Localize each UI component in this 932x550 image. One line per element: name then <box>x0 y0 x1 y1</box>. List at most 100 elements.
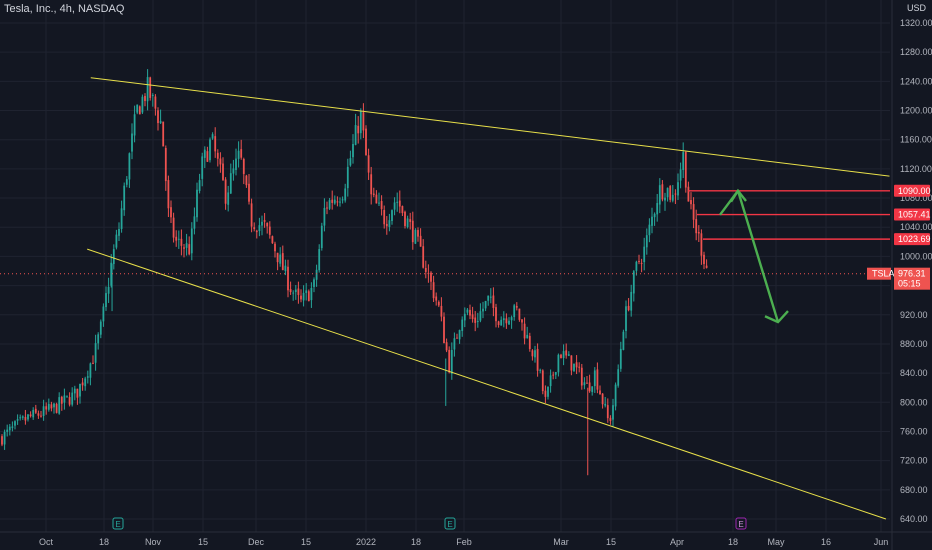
candle-body <box>606 405 609 419</box>
candle-body <box>94 343 97 363</box>
candle-body <box>201 156 204 179</box>
candle-body <box>336 201 339 203</box>
y-tick-label: 680.00 <box>900 485 928 495</box>
candle-body <box>513 305 516 318</box>
candle-body <box>599 390 601 395</box>
candle-body <box>21 416 24 418</box>
last-price-tag <box>894 267 930 290</box>
candles <box>1 69 708 476</box>
candle-body <box>531 350 534 357</box>
candle-body <box>248 183 250 202</box>
candle-body <box>180 238 183 246</box>
candle-body <box>640 262 643 264</box>
candle-body <box>167 180 170 209</box>
price-level-tag <box>894 233 930 246</box>
candle-body <box>193 216 196 229</box>
candle-body <box>578 366 581 368</box>
candle-body <box>601 393 604 405</box>
candle-body <box>539 369 542 371</box>
candle-body <box>372 193 375 195</box>
candle-body <box>586 382 588 384</box>
candle-body <box>307 291 310 302</box>
candle-body <box>549 375 552 387</box>
candle-body <box>378 202 380 204</box>
candle-body <box>131 133 133 152</box>
candle-body <box>237 150 240 159</box>
candle-body <box>515 306 518 308</box>
candle-body <box>266 222 269 227</box>
candle-body <box>414 229 417 244</box>
candle-body <box>474 317 477 323</box>
candle-body <box>656 203 659 215</box>
x-tick-label: Apr <box>670 537 684 547</box>
candle-body <box>653 213 656 218</box>
candle-body <box>461 319 464 332</box>
candle-body <box>547 386 549 397</box>
candle-body <box>297 288 300 295</box>
candle-body <box>183 247 185 249</box>
candle-body <box>313 279 315 287</box>
candle-body <box>24 416 27 421</box>
candle-body <box>609 417 612 421</box>
candle-body <box>664 197 666 201</box>
candle-body <box>315 269 318 280</box>
candle-body <box>580 367 583 386</box>
candle-body <box>3 431 6 445</box>
candle-body <box>456 337 458 339</box>
candle-body <box>27 414 29 420</box>
candle-body <box>344 188 347 201</box>
candle-body <box>521 319 523 323</box>
y-tick-label: 800.00 <box>900 397 928 407</box>
countdown-value: 05:15 <box>898 279 921 289</box>
price-level-label: 1090.00 <box>898 186 931 196</box>
candle-body <box>11 426 14 428</box>
candle-body <box>648 224 651 236</box>
candle-body <box>419 235 422 247</box>
candle-body <box>575 362 578 368</box>
candle-body <box>409 219 412 222</box>
candle-body <box>89 363 92 378</box>
ticker-symbol: TSLA <box>872 269 895 279</box>
candle-body <box>16 419 19 421</box>
candle-body <box>484 300 487 309</box>
candle-body <box>630 291 633 311</box>
candle-body <box>536 348 539 371</box>
candle-body <box>162 121 165 147</box>
candle-body <box>274 243 276 252</box>
candle-body <box>305 290 308 293</box>
candle-body <box>651 216 653 226</box>
candle-body <box>185 243 188 248</box>
candle-body <box>300 295 302 300</box>
candle-body <box>406 218 409 228</box>
event-marker-label: E <box>738 520 743 529</box>
candle-body <box>222 163 224 180</box>
candle-body <box>157 110 159 124</box>
candle-body <box>482 308 484 312</box>
candle-body <box>534 350 536 358</box>
candle-body <box>107 286 110 294</box>
arrowhead-up <box>729 188 747 203</box>
candle-body <box>110 262 113 286</box>
x-tick-label: May <box>767 537 785 547</box>
candle-body <box>692 204 695 220</box>
candle-body <box>14 421 16 426</box>
candle-body <box>331 199 334 203</box>
candle-body <box>567 354 570 356</box>
candle-body <box>172 217 175 238</box>
candle-body <box>432 282 435 299</box>
candle-body <box>471 314 474 320</box>
price-level-label: 1023.69 <box>898 234 931 244</box>
candle-body <box>276 252 279 263</box>
candle-body <box>492 295 495 308</box>
candle-body <box>705 265 708 268</box>
candle-body <box>489 296 492 298</box>
candle-body <box>128 153 131 180</box>
candle-body <box>677 182 679 196</box>
candle-body <box>671 194 674 201</box>
candle-body <box>552 374 555 376</box>
candle-body <box>216 152 219 159</box>
candle-body <box>263 220 266 222</box>
candle-body <box>219 158 222 165</box>
